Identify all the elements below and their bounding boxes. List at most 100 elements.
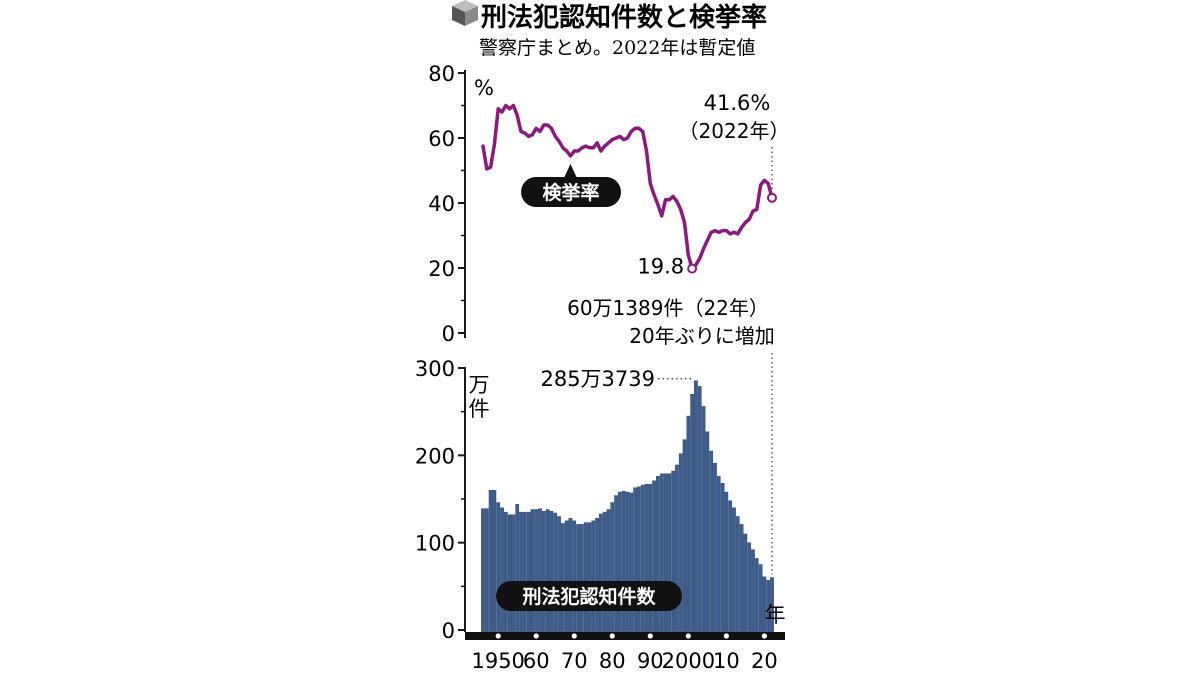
crime-count-bar [542, 511, 546, 633]
crime-count-bar [572, 520, 577, 633]
top-y-tick-label: 20 [428, 257, 455, 281]
series-label-pointer [564, 163, 577, 177]
crime-count-bar [606, 509, 611, 633]
crime-count-bar [602, 511, 607, 633]
crime-count-bar [690, 394, 694, 633]
last-value-label: 41.6% [704, 91, 771, 115]
title-block: 刑法犯認知件数と検挙率 警察庁まとめ。2022年は暫定値 [452, 0, 767, 59]
crime-count-bar [739, 524, 744, 633]
crime-count-bar [534, 509, 539, 633]
crime-count-bar [576, 524, 580, 633]
crime-count-bar [599, 513, 603, 633]
min-point-marker [687, 263, 698, 274]
crime-count-bar [583, 522, 588, 633]
crime-count-bar [716, 476, 721, 633]
crime-count-bar [511, 514, 516, 633]
x-tick-label: 20 [751, 649, 778, 673]
crime-count-series-label: 刑法犯認知件数 [496, 581, 682, 611]
crime-count-bars [481, 380, 774, 633]
crime-count-bar [747, 542, 752, 633]
min-value-label: 19.8 [637, 255, 684, 279]
crime-count-bar [618, 491, 622, 633]
x-axis-tick-dot [723, 633, 729, 639]
crime-count-bar [682, 439, 687, 633]
crime-count-bar [701, 406, 706, 633]
crime-count-bar [500, 507, 504, 633]
crime-count-bar [678, 453, 683, 633]
last-year-label: （2022年） [679, 119, 790, 143]
x-tick-label: 10 [713, 649, 740, 673]
top-y-unit-label: % [474, 76, 494, 100]
crime-count-bar [481, 508, 485, 633]
crime-count-bar [694, 380, 698, 633]
crime-count-bar [561, 523, 565, 633]
clearance-rate-panel: 80 60 40 20 0 % 19.8 41.6% （2022年） 検挙率 [428, 62, 789, 346]
crime-count-bar [686, 415, 691, 633]
crime-count-bar [732, 507, 736, 633]
crime-count-bar [735, 516, 740, 633]
crime-count-bar [751, 549, 755, 633]
crime-count-bar [515, 504, 520, 633]
crime-count-bar [568, 518, 573, 633]
x-axis-tick-dot [609, 633, 615, 639]
bottom-y-tick-label: 0 [442, 619, 455, 643]
x-axis-dots [495, 633, 767, 639]
crime-count-bar [720, 483, 725, 633]
crime-count-bar [754, 558, 759, 633]
chart-title: 刑法犯認知件数と検挙率 [481, 2, 767, 33]
x-tick-label: 1950 [471, 649, 524, 673]
crime-count-bar [614, 495, 618, 633]
top-y-axis-ticks [458, 72, 465, 334]
crime-count-bar [530, 509, 535, 633]
top-y-tick-label: 80 [428, 62, 455, 86]
bottom-y-tick-label: 300 [415, 357, 455, 381]
clearance-rate-series-label: 検挙率 [521, 163, 621, 207]
crime-count-bar [538, 508, 542, 633]
crime-count-bar [488, 490, 493, 633]
bottom-y-tick-label: 200 [415, 444, 455, 468]
crime-count-bar [507, 514, 512, 633]
crime-count-bar [503, 511, 508, 633]
clearance-rate-line [481, 103, 774, 271]
crime-count-bar [625, 491, 630, 633]
x-axis-tick-dot [533, 633, 539, 639]
crime-count-bar [629, 492, 634, 633]
series-label-background [521, 177, 621, 207]
x-tick-label: 60 [523, 649, 550, 673]
crime-count-bar [492, 490, 497, 633]
series-label-background [496, 581, 682, 611]
crime-count-bar [610, 502, 615, 633]
x-tick-label: 90 [637, 649, 664, 673]
top-y-tick-label: 0 [442, 322, 455, 346]
crime-count-bar [557, 516, 561, 633]
crime-count-bar [713, 462, 717, 633]
top-y-tick-label: 60 [428, 127, 455, 151]
crime-count-bar [709, 450, 713, 633]
last-count-note: 20年ぶりに増加 [629, 324, 774, 348]
crime-count-bar [705, 431, 710, 633]
top-y-axis-labels: 80 60 40 20 0 [428, 62, 455, 346]
bottom-y-unit-label-top: 万 [469, 373, 490, 397]
cube-icon [452, 0, 478, 26]
x-axis-tick-dot [571, 633, 577, 639]
chart-subtitle: 警察庁まとめ。2022年は暫定値 [479, 37, 755, 59]
bottom-y-axis-ticks [458, 367, 465, 631]
top-y-tick-label: 40 [428, 192, 455, 216]
series-label-text: 検挙率 [542, 181, 599, 204]
crime-count-bar [595, 518, 599, 633]
crime-count-bar [496, 502, 501, 633]
last-count-label: 60万1389件（22年） [567, 296, 769, 320]
x-unit-label: 年 [765, 603, 786, 627]
crime-count-bar [587, 522, 592, 633]
crime-count-bar [553, 512, 558, 633]
crime-count-bar [545, 509, 550, 633]
crime-count-bar [743, 533, 748, 633]
crime-count-bar [580, 524, 584, 633]
crime-count-bar [519, 511, 523, 633]
crime-count-bar [484, 508, 489, 633]
crime-count-bar [564, 520, 569, 633]
crime-count-bar [591, 520, 596, 633]
x-axis-tick-dot [495, 633, 501, 639]
